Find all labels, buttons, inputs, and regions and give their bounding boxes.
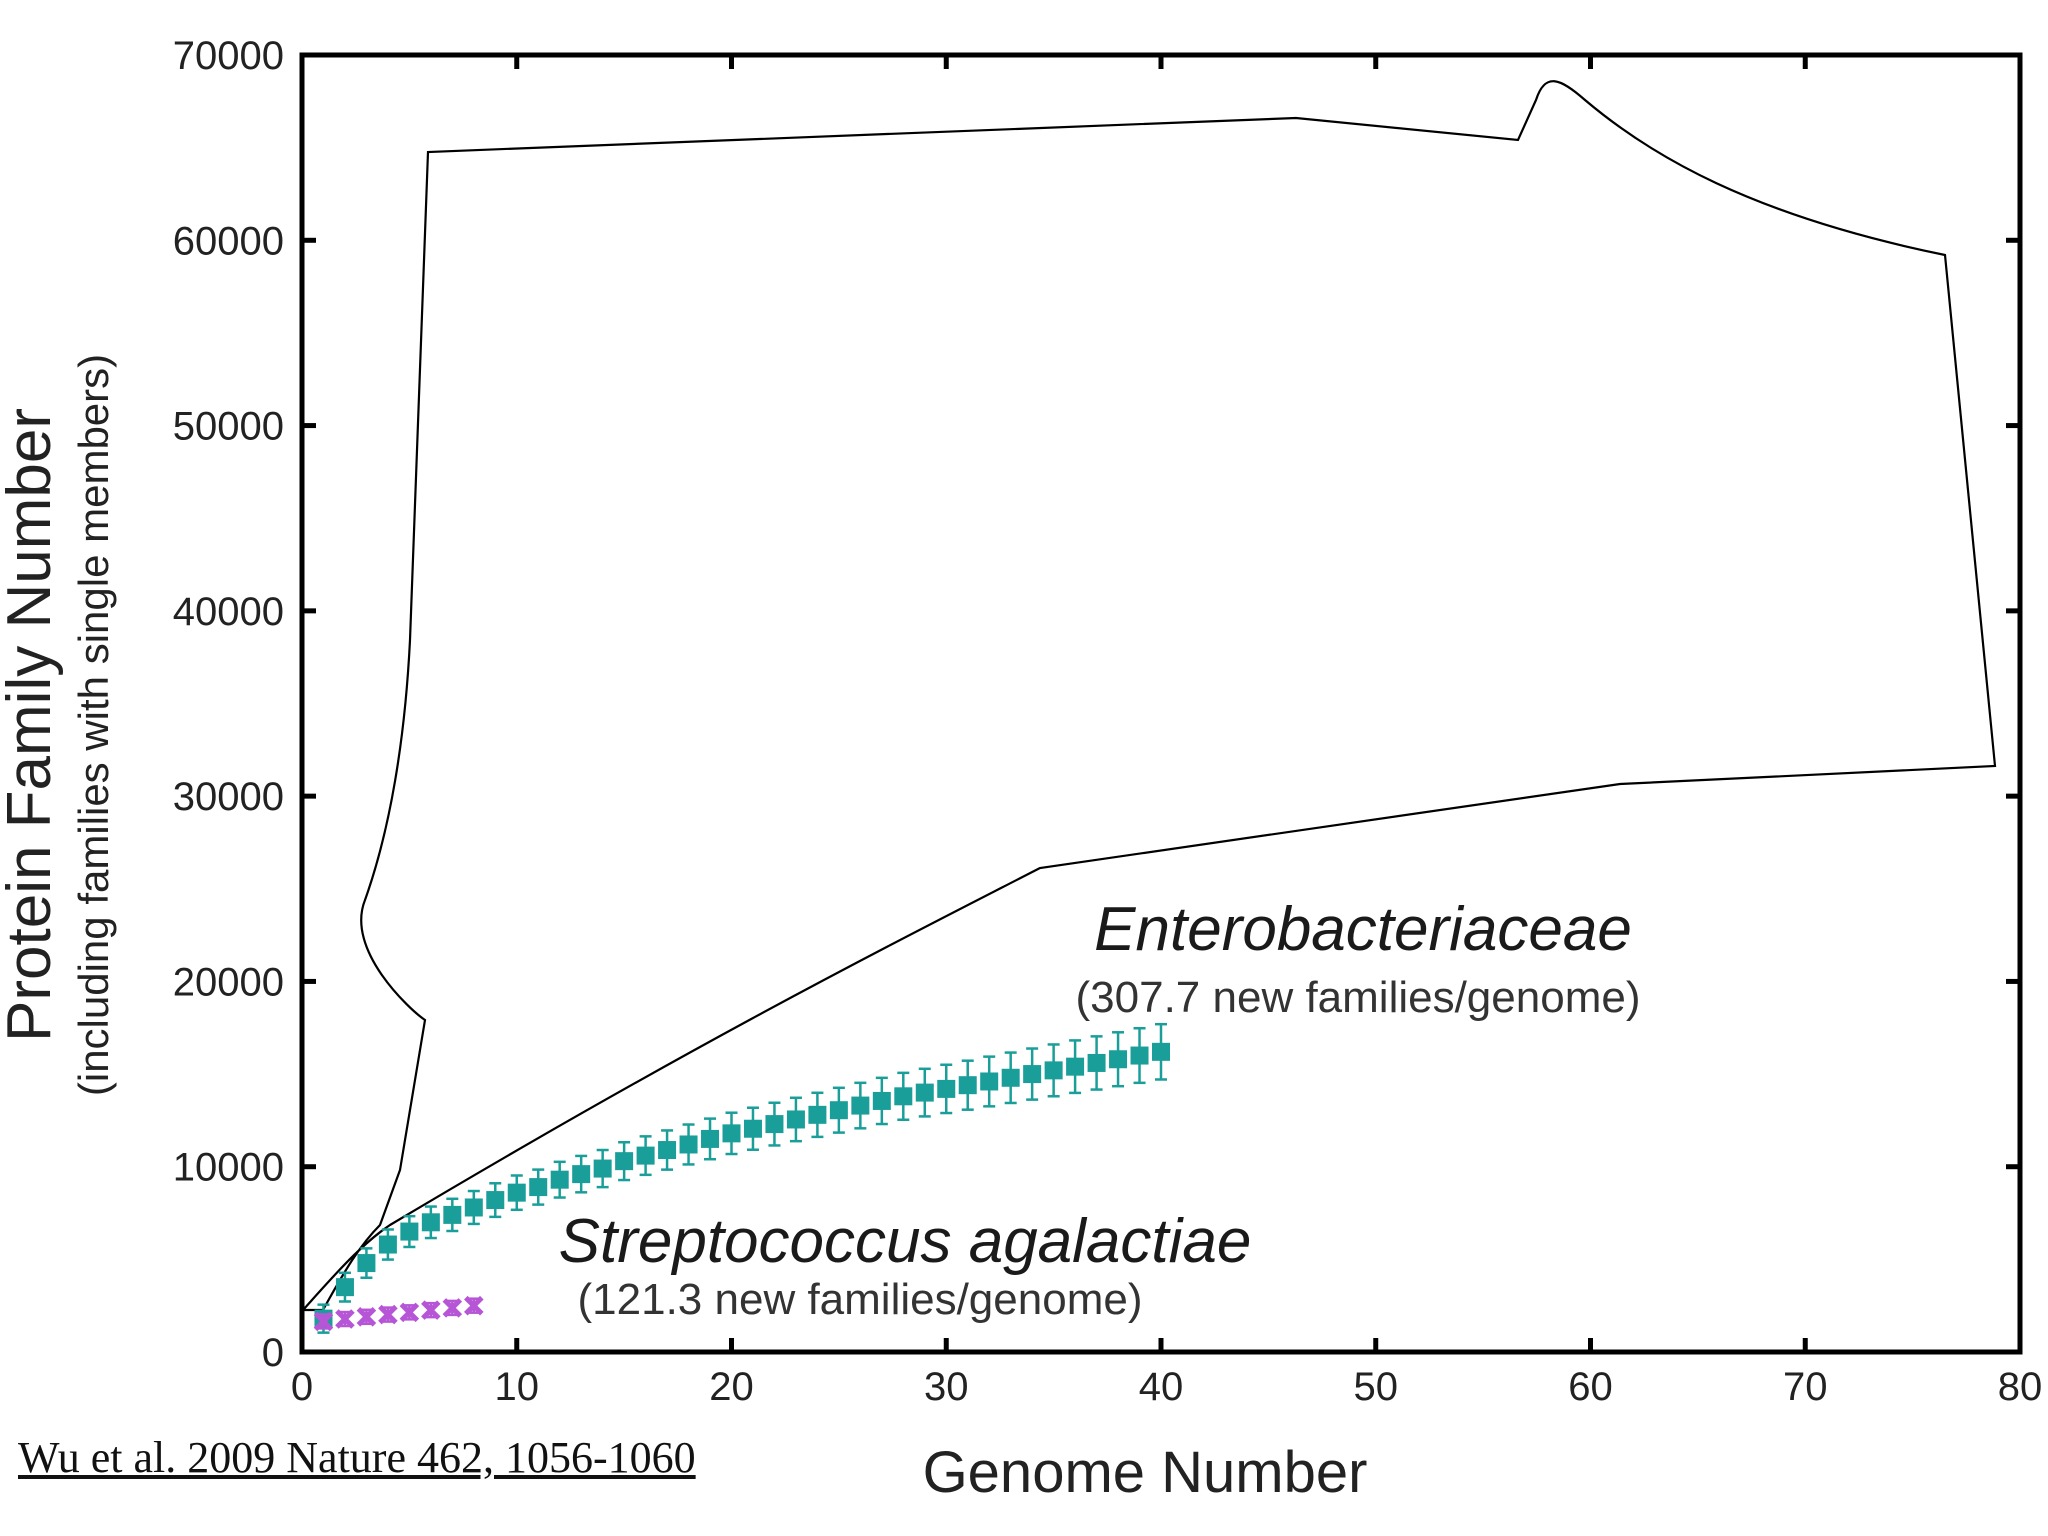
data-point bbox=[1023, 1065, 1042, 1084]
data-point bbox=[400, 1222, 419, 1241]
y-axis-subtitle: (including families with single members) bbox=[70, 354, 117, 1096]
data-point bbox=[743, 1119, 762, 1138]
data-point bbox=[464, 1198, 483, 1217]
y-axis-title: Protein Family Number bbox=[0, 408, 64, 1042]
data-point bbox=[915, 1083, 934, 1102]
data-point bbox=[894, 1087, 913, 1106]
data-point bbox=[701, 1129, 720, 1148]
data-point bbox=[313, 1311, 334, 1332]
outline-shape bbox=[300, 80, 1997, 1312]
citation[interactable]: Wu et al. 2009 Nature 462, 1056-1060 bbox=[18, 1433, 696, 1482]
data-point bbox=[443, 1205, 462, 1224]
y-tick-label: 60000 bbox=[173, 219, 284, 263]
data-point bbox=[1066, 1057, 1085, 1076]
y-tick-label: 70000 bbox=[173, 34, 284, 78]
data-point bbox=[335, 1278, 354, 1297]
data-point bbox=[786, 1110, 805, 1129]
data-point bbox=[335, 1309, 355, 1329]
x-tick-label: 30 bbox=[924, 1365, 969, 1409]
data-point bbox=[958, 1076, 977, 1095]
data-point bbox=[399, 1302, 420, 1323]
x-tick-label: 40 bbox=[1139, 1365, 1184, 1409]
data-point bbox=[1130, 1046, 1149, 1065]
data-point bbox=[421, 1213, 440, 1232]
enterobacteriaceae-rate: (307.7 new families/genome) bbox=[1076, 973, 1641, 1022]
data-point bbox=[980, 1072, 999, 1091]
data-point bbox=[421, 1300, 441, 1320]
data-point bbox=[464, 1295, 484, 1316]
data-point bbox=[1001, 1068, 1020, 1087]
data-point bbox=[507, 1183, 526, 1202]
data-point bbox=[658, 1141, 677, 1160]
data-point bbox=[378, 1304, 398, 1325]
data-point bbox=[1109, 1050, 1128, 1069]
data-point bbox=[937, 1079, 956, 1098]
y-tick-label: 50000 bbox=[173, 405, 284, 449]
data-point bbox=[765, 1115, 784, 1134]
data-point bbox=[593, 1159, 612, 1178]
data-point bbox=[486, 1191, 505, 1210]
streptococcus-label: Streptococcus agalactiae bbox=[559, 1207, 1252, 1276]
data-point bbox=[550, 1170, 569, 1189]
x-tick-label: 50 bbox=[1354, 1365, 1399, 1409]
data-point bbox=[808, 1105, 827, 1124]
data-point bbox=[679, 1135, 698, 1154]
streptococcus-rate: (121.3 new families/genome) bbox=[578, 1275, 1143, 1324]
data-point bbox=[722, 1124, 741, 1143]
y-tick-label: 30000 bbox=[173, 775, 284, 819]
x-tick-label: 70 bbox=[1783, 1365, 1828, 1409]
series-1 bbox=[313, 1295, 484, 1332]
plot-frame bbox=[299, 52, 2023, 1355]
data-point bbox=[378, 1235, 397, 1254]
x-tick-label: 10 bbox=[495, 1365, 540, 1409]
y-tick-label: 20000 bbox=[173, 960, 284, 1004]
data-point bbox=[872, 1091, 891, 1110]
x-tick-label: 60 bbox=[1568, 1365, 1613, 1409]
data-point bbox=[442, 1298, 463, 1318]
data-point bbox=[615, 1152, 634, 1171]
data-point bbox=[851, 1096, 870, 1115]
data-point bbox=[572, 1165, 591, 1184]
x-tick-label: 80 bbox=[1998, 1365, 2043, 1409]
y-tick-label: 10000 bbox=[173, 1146, 284, 1190]
x-axis-title: Genome Number bbox=[923, 1440, 1368, 1505]
data-point bbox=[1087, 1053, 1106, 1072]
data-point bbox=[1044, 1061, 1063, 1080]
data-point bbox=[357, 1254, 376, 1273]
data-point bbox=[1152, 1042, 1170, 1061]
series-0 bbox=[314, 1022, 1170, 1334]
data-point bbox=[829, 1101, 848, 1120]
data-point bbox=[529, 1178, 548, 1197]
enterobacteriaceae-label: Enterobacteriaceae bbox=[1094, 895, 1632, 964]
x-tick-label: 20 bbox=[709, 1365, 754, 1409]
data-point bbox=[356, 1307, 377, 1327]
x-tick-label: 0 bbox=[291, 1365, 313, 1409]
y-tick-label: 40000 bbox=[173, 590, 284, 634]
y-tick-label: 0 bbox=[262, 1331, 284, 1375]
data-point bbox=[636, 1146, 655, 1165]
